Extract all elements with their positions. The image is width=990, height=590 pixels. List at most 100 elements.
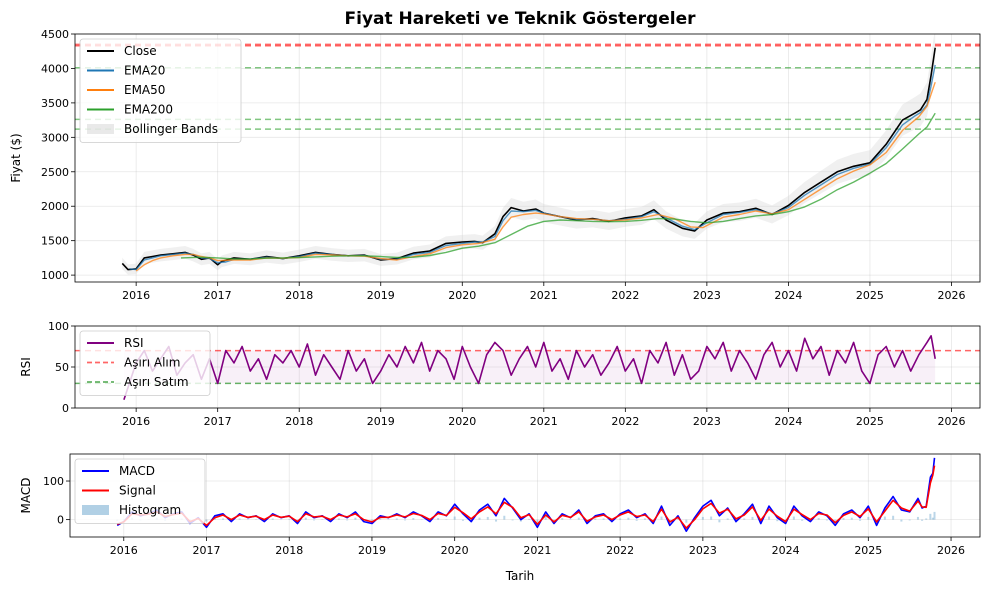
y-tick-label: 50 [55,361,69,374]
x-tick-label: 2017 [193,544,221,557]
histogram-bar [437,518,440,520]
y-tick-label: 3500 [41,97,69,110]
histogram-bar [495,519,498,522]
y-tick-label: 100 [43,475,64,488]
legend-swatch [87,124,114,134]
histogram-bar [222,518,225,520]
y-tick-label: 1500 [41,235,69,248]
histogram-bar [776,519,779,522]
histogram-bar [346,519,349,521]
histogram-bar [718,519,721,523]
y-tick-label: 4500 [41,28,69,41]
histogram-bar [925,518,928,520]
legend-entry: Aşırı Satım [87,375,189,389]
y-tick-label: 2000 [41,200,69,213]
x-tick-label: 2019 [367,415,395,428]
histogram-bar [271,518,274,520]
legend-label: Aşırı Satım [124,375,189,389]
histogram-bar [817,518,820,520]
histogram-bar [842,518,845,520]
legend-label: Signal [119,484,156,498]
legend-box [74,458,206,524]
histogram-bar [921,519,924,521]
x-tick-label: 2021 [523,544,551,557]
legend-label: EMA20 [124,64,165,78]
histogram-bar [726,518,729,520]
y-tick-label: 2500 [41,166,69,179]
legend: RSI Aşırı Alım Aşırı Satım [79,330,211,396]
histogram-bar [503,515,506,520]
legend-entry: Bollinger Bands [87,122,218,136]
legend-label: MACD [119,464,155,478]
x-tick-label: 2016 [122,415,150,428]
y-tick-label: 100 [48,320,69,333]
histogram-bar [238,518,241,520]
histogram-bar [908,519,911,521]
histogram-bar [379,518,382,520]
histogram-bar [883,516,886,520]
x-tick-label: 2023 [693,415,721,428]
y-tick-label: 4000 [41,62,69,75]
histogram-bar [660,516,663,520]
y-tick-label: 3000 [41,131,69,144]
bollinger-band [122,34,936,275]
histogram-bar [354,517,357,520]
histogram-bar [768,516,771,520]
histogram-bar [859,519,862,521]
x-tick-label: 2022 [611,289,639,302]
y-axis-label: Fiyat ($) [9,133,23,182]
histogram-bar [635,519,638,521]
x-tick-label: 2025 [856,289,884,302]
histogram-bar [627,517,630,520]
histogram-bar [594,518,597,520]
legend-entry: Close [87,44,157,58]
legend-label: RSI [124,336,144,350]
x-tick-label: 2024 [774,415,802,428]
histogram-bar [577,517,580,520]
histogram-bar [743,518,746,520]
x-tick-label: 2022 [611,415,639,428]
histogram-bar [933,511,936,520]
x-tick-label: 2024 [774,289,802,302]
x-tick-label: 2017 [204,289,232,302]
histogram-bar [792,516,795,520]
legend-entry: Histogram [82,503,181,517]
histogram-bar [834,519,837,523]
histogram-bar [453,516,456,520]
x-tick-label: 2024 [772,544,800,557]
axes-frame [69,453,981,538]
x-tick-label: 2019 [367,289,395,302]
histogram-bar [337,518,340,520]
legend-box [79,330,211,396]
legend-label: Close [124,44,157,58]
histogram-bar [619,518,622,520]
x-tick-label: 2016 [110,544,138,557]
legend-entry: EMA200 [87,103,173,117]
legend-entry: RSI [87,336,144,350]
plot-area [116,457,936,533]
y-axis-label: RSI [19,357,33,377]
legend-label: Aşırı Alım [124,356,180,370]
histogram-bar [370,519,373,522]
histogram-bar [313,519,316,521]
panel-macd: 0 100 2016 2017 2018 2019 2020 2021 2022 2023 2024… [19,453,981,557]
histogram-bar [801,519,804,521]
legend-label: EMA200 [124,103,173,117]
histogram-bar [602,518,605,520]
histogram-bar [536,519,539,523]
histogram-bar [404,519,407,521]
histogram-bar [850,517,853,520]
histogram-bar [701,516,704,520]
x-tick-label: 2021 [530,289,558,302]
x-axis-label: Tarih [505,569,535,583]
histogram-bar [931,517,934,520]
axes-frame [74,33,981,283]
series-line-ema50 [135,81,936,272]
x-tick-label: 2026 [937,544,965,557]
histogram-bar [205,519,208,522]
histogram-bar [395,518,398,520]
histogram-bar [677,518,680,520]
histogram-bar [519,519,522,522]
y-tick-label: 0 [62,402,69,415]
